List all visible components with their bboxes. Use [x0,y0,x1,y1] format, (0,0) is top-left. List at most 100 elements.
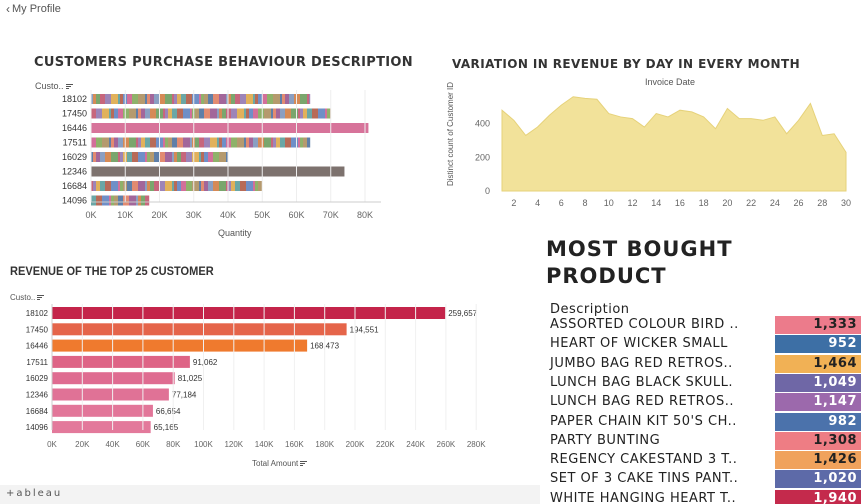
purchase-bar-segment [100,181,105,191]
top25-x-label[interactable]: Total Amount [252,459,308,468]
purchase-x-tick: 30K [186,210,202,220]
purchase-bar-segment [213,181,219,191]
purchase-bar-segment [192,94,199,104]
purchase-bar-segment [303,108,307,119]
product-row[interactable]: LUNCH BAG RED RETROS.. 1,147 [546,393,861,412]
description-column-header: Description [550,302,630,317]
top25-value-label: 65,165 [154,423,179,432]
purchase-bar-segment [280,137,285,148]
top25-bar[interactable] [52,355,190,368]
purchase-bar-segment [181,181,186,191]
purchase-bar-segment [118,137,123,148]
purchase-bar-segment [258,94,262,104]
purchase-bar-segment [249,108,253,119]
product-row[interactable]: SET OF 3 CAKE TINS PANT.. 1,020 [546,470,861,489]
purchase-bar-segment [226,152,228,162]
purchase-row-label: 17511 [63,138,87,148]
purchase-bar-segment [174,152,177,162]
product-row[interactable]: HEART OF WICKER SMALL 952 [546,335,861,354]
purchase-bar-segment [154,152,159,162]
purchase-bar-segment [177,137,183,148]
purchase-bar-segment [141,195,145,206]
top25-row-label: 17511 [26,358,48,367]
purchase-bar-segment [150,108,156,119]
top25-bar[interactable] [52,323,347,336]
product-row[interactable]: JUMBO BAG RED RETROS.. 1,464 [546,354,861,374]
purchase-bar-segment [109,137,111,148]
purchase-bar-segment [159,152,165,162]
top25-x-tick: 220K [376,440,395,449]
purchase-bar-segment [111,195,114,206]
purchase-bar-segment [273,137,276,148]
purchase-bar-segment [132,181,138,191]
purchase-bar[interactable] [91,181,263,191]
purchase-x-tick: 0K [85,210,96,220]
purchase-bar-segment [253,94,255,104]
purchase-bar-segment [327,108,330,119]
sort-icon[interactable] [65,83,73,90]
purchase-bar-segment [177,181,181,191]
purchase-bar-segment [174,181,177,191]
purchase-bar-segment [165,108,168,119]
purchase-bar-segment [168,137,172,148]
purchase-bar-segment [291,108,298,119]
purchase-bar[interactable] [91,152,228,162]
purchase-bar-segment [210,137,217,148]
purchase-bar-segment [235,181,240,191]
purchase-bar-segment [231,181,235,191]
top25-bar[interactable] [52,404,153,417]
top25-bar[interactable] [52,307,446,319]
tableau-logo[interactable]: +ableau [6,488,63,499]
purchase-bar[interactable] [91,166,345,177]
most-bought-title-line1: MOST BOUGHT [546,237,733,261]
product-row[interactable]: PAPER CHAIN KIT 50'S CH.. 982 [546,412,861,432]
product-row[interactable]: PARTY BUNTING 1,308 [546,431,861,451]
top25-row-label: 16684 [26,407,49,416]
purchase-bar-segment [163,108,165,119]
top25-row-label: 12346 [26,391,49,400]
purchase-row-label: 17450 [62,109,87,119]
purchase-bar[interactable] [91,137,311,148]
purchase-bar-segment [159,94,165,104]
purchase-bar-segment [312,108,318,119]
top25-x-tick: 240K [406,440,425,449]
purchase-bar-segment [240,94,246,104]
purchase-row-header[interactable]: Custo.. [35,81,73,91]
purchase-bar[interactable] [91,108,331,119]
product-row[interactable]: REGENCY CAKESTAND 3 T.. 1,426 [546,451,861,470]
back-link[interactable]: ‹ My Profile [6,2,61,16]
purchase-x-tick: 70K [323,210,339,220]
product-description: LUNCH BAG BLACK SKULL. [550,374,734,390]
top25-bar[interactable] [52,339,308,352]
product-row[interactable]: LUNCH BAG BLACK SKULL. 1,049 [546,373,861,393]
sort-icon[interactable] [300,460,308,467]
purchase-bar-segment [132,152,138,162]
product-row[interactable]: ASSORTED COLOUR BIRD .. 1,333 [546,316,861,335]
purchase-bar[interactable] [91,195,150,206]
purchase-chart: 18102 17450 16446 17511 16029 12346 16684 14096… [62,90,381,220]
purchase-bar-segment [271,108,273,119]
purchase-bar-segment [246,94,253,104]
purchase-bar[interactable] [91,123,369,133]
top25-bar[interactable] [52,372,175,385]
purchase-bar[interactable] [91,94,311,104]
purchase-bar-segment [102,195,109,206]
top25-bar[interactable] [52,388,169,401]
purchase-bar-segment [273,94,280,104]
top25-value-label: 194,551 [350,325,379,334]
purchase-bar-segment [105,181,111,191]
purchase-row-label: 16446 [62,123,87,133]
revenue-area[interactable] [501,96,847,192]
purchase-bar-segment [96,181,100,191]
product-row[interactable]: WHITE HANGING HEART T.. 1,940 [546,489,861,504]
purchase-bar-segment [213,94,219,104]
top25-row-header[interactable]: Custo.. [10,293,45,302]
purchase-bar-segment [145,94,147,104]
purchase-bar-segment [213,152,219,162]
top25-bar[interactable] [52,421,151,434]
purchase-bar-segment [271,137,273,148]
revenue-x-tick: 8 [583,198,588,208]
purchase-bar-segment [91,195,96,206]
purchase-row-label: 12346 [62,167,87,177]
sort-icon[interactable] [37,294,45,301]
